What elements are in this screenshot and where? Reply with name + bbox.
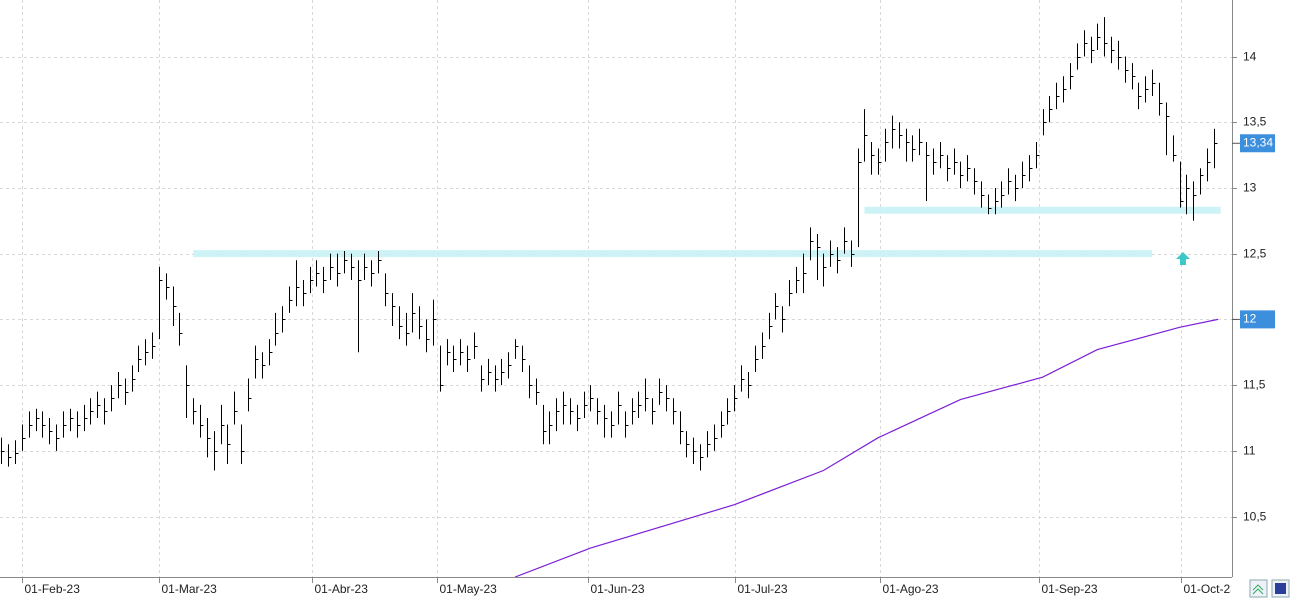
- x-tick-label: 01-Abr-23: [315, 582, 369, 596]
- x-tick-label: 01-Sep-23: [1042, 582, 1098, 596]
- save-icon: [1275, 583, 1286, 594]
- x-tick-label: 01-Mar-23: [162, 582, 218, 596]
- axes: 10,5 11 11,5 12 12,5 13 13,5 14 01-Feb-23 01-Mar-…: [22, 50, 1275, 596]
- last-price-tag-box: [1240, 134, 1275, 153]
- x-tick-label: 01-Jun-23: [591, 582, 645, 596]
- y-tick-label: 12,5: [1243, 247, 1267, 261]
- y-tick-label: 13: [1243, 181, 1257, 195]
- ma-last-tag-box: [1240, 310, 1275, 329]
- x-tick-label: 01-Jul-23: [738, 582, 788, 596]
- x-tick-label: 01-Feb-23: [25, 582, 81, 596]
- x-tick-label: 01-Oct-23: [1184, 582, 1238, 596]
- ma-last-tag-label: 12: [1243, 312, 1257, 326]
- y-tick-label: 11,5: [1243, 378, 1266, 392]
- plot-area: [0, 0, 1232, 577]
- last-price-tag-label: 13,34: [1243, 135, 1273, 149]
- up-arrow-icon: [1176, 252, 1190, 265]
- x-tick-label: 01-May-23: [440, 582, 498, 596]
- moving-average-line: [514, 318, 1219, 577]
- zoom-icon: [1252, 584, 1264, 595]
- zoom-button[interactable]: [1249, 579, 1268, 598]
- y-tick-label: 13,5: [1243, 115, 1267, 129]
- y-tick-label: 10,5: [1243, 510, 1267, 524]
- x-tick-label: 01-Ago-23: [883, 582, 939, 596]
- y-tick-label: 14: [1243, 50, 1257, 64]
- y-tick-label: 11: [1243, 444, 1256, 458]
